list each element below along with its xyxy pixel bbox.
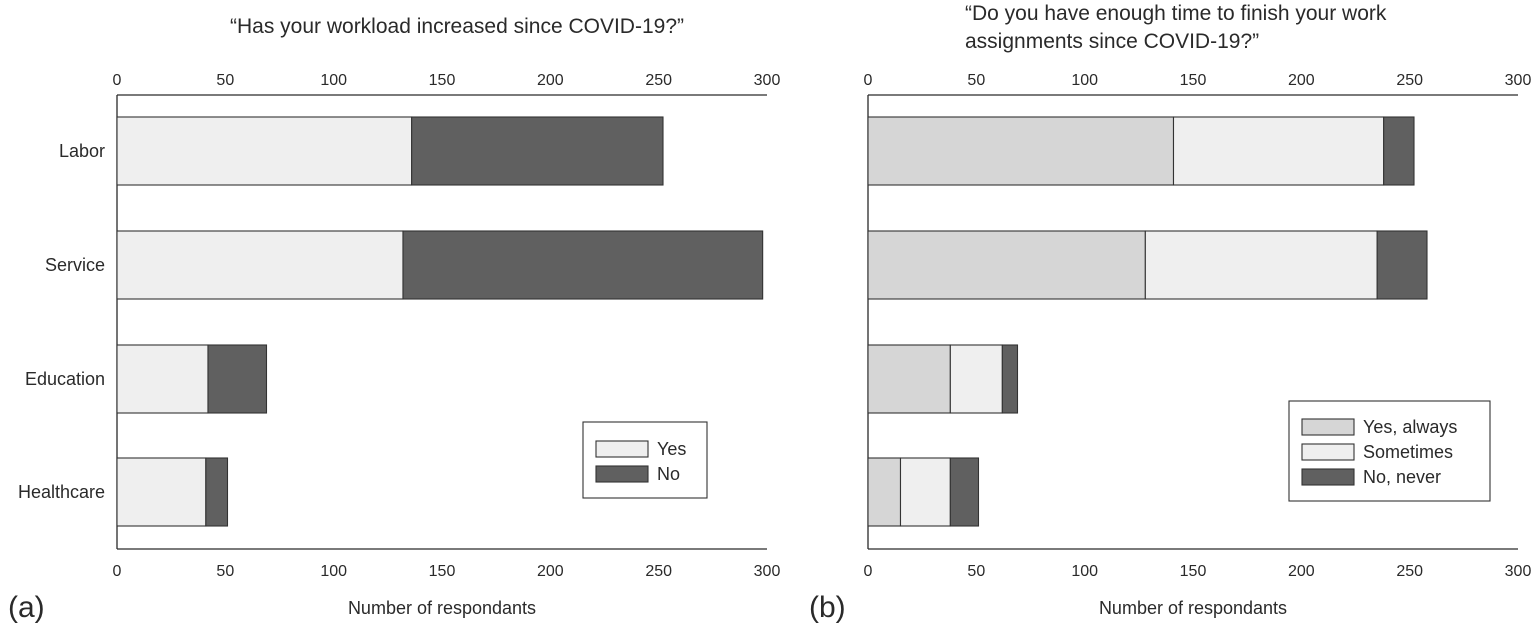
bar-labor-yes-always [867, 116, 1175, 186]
panel-label: (a) [8, 591, 45, 624]
bar-healthcare-no [205, 457, 229, 527]
legend: Yes No [582, 421, 708, 499]
bar-education-yes-always [867, 344, 951, 414]
legend-swatch [595, 440, 649, 458]
bar-education-no-never [1001, 344, 1019, 414]
bar-healthcare-sometimes [899, 457, 951, 527]
chart-panel-a: “Has your workload increased since COVID… [8, 15, 780, 624]
panel-label: (b) [809, 591, 846, 624]
bar-service-no [402, 230, 764, 300]
bottom-tick-label: 200 [537, 563, 564, 580]
top-tick-label: 250 [1396, 72, 1423, 89]
x-axis-label: Number of respondants [348, 598, 536, 618]
top-tick-label: 300 [1505, 72, 1532, 89]
bar-labor-yes [116, 116, 413, 186]
bar-education-sometimes [949, 344, 1003, 414]
chart-title-line: “Do you have enough time to finish your … [965, 2, 1387, 25]
category-label: Healthcare [18, 482, 105, 502]
chart-panel-b: “Do you have enough time to finish your … [809, 2, 1531, 624]
top-tick-label: 100 [1071, 72, 1098, 89]
bottom-tick-label: 0 [113, 563, 122, 580]
bar-service-sometimes [1144, 230, 1378, 300]
legend-swatch [1301, 418, 1355, 436]
bottom-tick-label: 250 [1396, 563, 1423, 580]
bar-labor-no [411, 116, 664, 186]
top-tick-label: 50 [216, 72, 234, 89]
bottom-tick-label: 0 [864, 563, 873, 580]
bottom-tick-label: 50 [216, 563, 234, 580]
category-label: Education [25, 369, 105, 389]
bar-labor-no-never [1383, 116, 1415, 186]
legend-entry: No, never [1363, 467, 1441, 487]
legend-entry: Sometimes [1363, 442, 1453, 462]
bar-healthcare-yes [116, 457, 207, 527]
legend-entry: Yes, always [1363, 417, 1457, 437]
top-tick-label: 300 [754, 72, 781, 89]
category-label: Service [45, 255, 105, 275]
top-tick-label: 150 [1180, 72, 1207, 89]
legend: Yes, always Sometimes No, never [1288, 400, 1491, 502]
legend-swatch [1301, 468, 1355, 486]
bar-labor-sometimes [1172, 116, 1385, 186]
top-tick-label: 100 [320, 72, 347, 89]
bar-service-no-never [1376, 230, 1428, 300]
top-tick-label: 150 [429, 72, 456, 89]
bottom-tick-label: 100 [1071, 563, 1098, 580]
bar-service-yes-always [867, 230, 1146, 300]
top-tick-label: 0 [864, 72, 873, 89]
legend-entry: Yes [657, 439, 686, 459]
bar-education-yes [116, 344, 209, 414]
bar-service-yes [116, 230, 404, 300]
bottom-tick-label: 250 [645, 563, 672, 580]
x-axis-label: Number of respondants [1099, 598, 1287, 618]
top-tick-label: 50 [967, 72, 985, 89]
bottom-tick-label: 100 [320, 563, 347, 580]
chart-title-line: “Has your workload increased since COVID… [230, 15, 684, 38]
legend-swatch [1301, 443, 1355, 461]
top-tick-label: 0 [113, 72, 122, 89]
legend-box [582, 421, 708, 499]
bar-education-no [207, 344, 268, 414]
legend-swatch [595, 465, 649, 483]
bottom-tick-label: 150 [429, 563, 456, 580]
chart-title-line: assignments since COVID-19?” [965, 30, 1259, 53]
bottom-tick-label: 300 [754, 563, 781, 580]
top-tick-label: 200 [1288, 72, 1315, 89]
legend-entry: No [657, 464, 680, 484]
bar-healthcare-yes-always [867, 457, 902, 527]
category-label: Labor [59, 141, 105, 161]
bar-healthcare-no-never [949, 457, 980, 527]
bottom-tick-label: 300 [1505, 563, 1532, 580]
bottom-tick-label: 150 [1180, 563, 1207, 580]
bottom-tick-label: 200 [1288, 563, 1315, 580]
top-tick-label: 250 [645, 72, 672, 89]
bottom-tick-label: 50 [967, 563, 985, 580]
top-tick-label: 200 [537, 72, 564, 89]
